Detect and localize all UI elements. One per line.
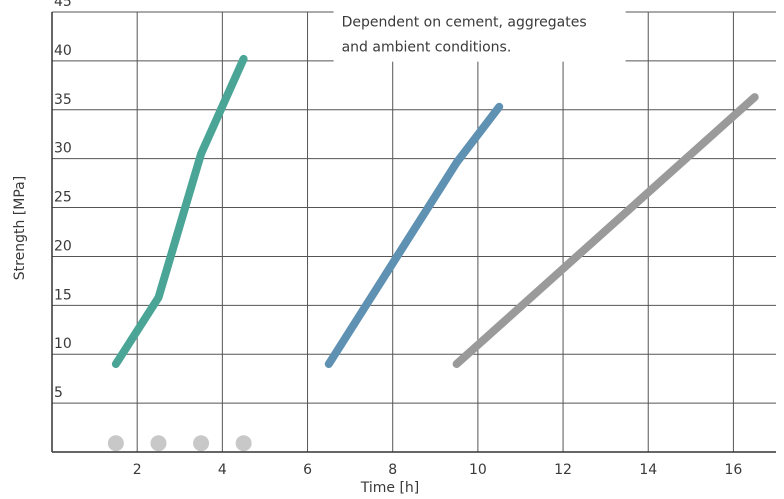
axes: [51, 12, 776, 453]
annotation-line-2: and ambient conditions.: [342, 40, 512, 56]
y-tick-label-0: 5: [54, 385, 63, 401]
marker-group: [107, 435, 252, 452]
y-tick-label-4: 25: [54, 190, 72, 206]
annotation: Dependent on cement, aggregates and ambi…: [333, 9, 626, 62]
y-tick-label-1: 10: [54, 336, 72, 352]
y-tick-label-5: 30: [54, 141, 72, 157]
x-tick-label-0: 2: [133, 462, 142, 478]
y-tick-label-3: 20: [54, 238, 72, 254]
x-tick-label-6: 14: [639, 462, 657, 478]
y-tick-label-7: 40: [54, 43, 72, 59]
marker-point-1: [107, 435, 124, 452]
y-tick-label-8: 45: [54, 0, 72, 10]
x-tick-label-7: 16: [724, 462, 742, 478]
x-tick-label-4: 10: [469, 462, 487, 478]
y-axis-label: Strength [MPa]: [12, 176, 28, 280]
series-line-2: [324, 102, 504, 368]
series-group: [111, 54, 759, 368]
annotation-background: [333, 9, 626, 62]
x-tick-label-3: 8: [388, 462, 397, 478]
series-line-3: [452, 93, 759, 368]
x-tick-label-2: 6: [303, 462, 312, 478]
tick-labels: 2 4 6 8 10 12 14 16 5 10 15 20 25 30 35 40 45: [54, 0, 742, 478]
marker-point-4: [235, 435, 252, 452]
series-line-1: [111, 54, 248, 368]
y-tick-label-6: 35: [54, 92, 72, 108]
x-axis-label: Time [h]: [360, 480, 420, 496]
marker-point-3: [193, 435, 210, 452]
annotation-line-1: Dependent on cement, aggregates: [342, 15, 587, 31]
marker-point-2: [150, 435, 167, 452]
x-tick-label-5: 12: [554, 462, 572, 478]
y-tick-label-2: 15: [54, 287, 72, 303]
x-tick-label-1: 4: [218, 462, 227, 478]
